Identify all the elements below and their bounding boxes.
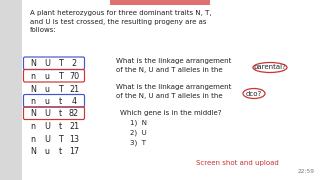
Text: u: u — [44, 84, 50, 93]
Text: t: t — [59, 97, 61, 106]
Text: T: T — [58, 60, 62, 69]
Text: N: N — [30, 109, 36, 118]
Text: 2)  U: 2) U — [130, 129, 147, 136]
Text: 22:59: 22:59 — [298, 169, 315, 174]
Text: T: T — [58, 134, 62, 143]
Text: t: t — [59, 109, 61, 118]
Text: t: t — [59, 122, 61, 131]
Text: u: u — [44, 97, 50, 106]
Bar — [110, 0, 210, 5]
Text: u: u — [44, 147, 50, 156]
Text: T: T — [58, 72, 62, 81]
Text: N: N — [30, 147, 36, 156]
Text: n: n — [30, 122, 36, 131]
Text: Screen shot and upload: Screen shot and upload — [196, 160, 279, 166]
Text: 2: 2 — [71, 60, 76, 69]
Text: N: N — [30, 84, 36, 93]
Text: U: U — [44, 60, 50, 69]
Text: Which gene is in the middle?: Which gene is in the middle? — [120, 110, 221, 116]
Text: 1)  N: 1) N — [130, 120, 147, 127]
Bar — [0, 0, 22, 180]
Text: 70: 70 — [69, 72, 79, 81]
Text: U: U — [44, 109, 50, 118]
Text: n: n — [30, 97, 36, 106]
Text: A plant heterozygous for three dominant traits N, T,
and U is test crossed, the : A plant heterozygous for three dominant … — [30, 10, 212, 33]
Text: T: T — [58, 84, 62, 93]
Text: 17: 17 — [69, 147, 79, 156]
Text: n: n — [30, 134, 36, 143]
Text: 21: 21 — [69, 84, 79, 93]
Text: 4: 4 — [71, 97, 76, 106]
Text: What is the linkage arrangement
of the N, U and T alleles in the: What is the linkage arrangement of the N… — [116, 84, 231, 99]
Text: 21: 21 — [69, 122, 79, 131]
Text: What is the linkage arrangement
of the N, U and T alleles in the: What is the linkage arrangement of the N… — [116, 58, 231, 73]
Text: 82: 82 — [69, 109, 79, 118]
Text: 3)  T: 3) T — [130, 139, 146, 145]
Text: n: n — [30, 72, 36, 81]
Text: t: t — [59, 147, 61, 156]
Text: parental?: parental? — [253, 64, 286, 71]
Text: U: U — [44, 122, 50, 131]
Text: N: N — [30, 60, 36, 69]
Text: u: u — [44, 72, 50, 81]
Text: dco?: dco? — [246, 91, 262, 96]
Text: U: U — [44, 134, 50, 143]
Text: 13: 13 — [69, 134, 79, 143]
